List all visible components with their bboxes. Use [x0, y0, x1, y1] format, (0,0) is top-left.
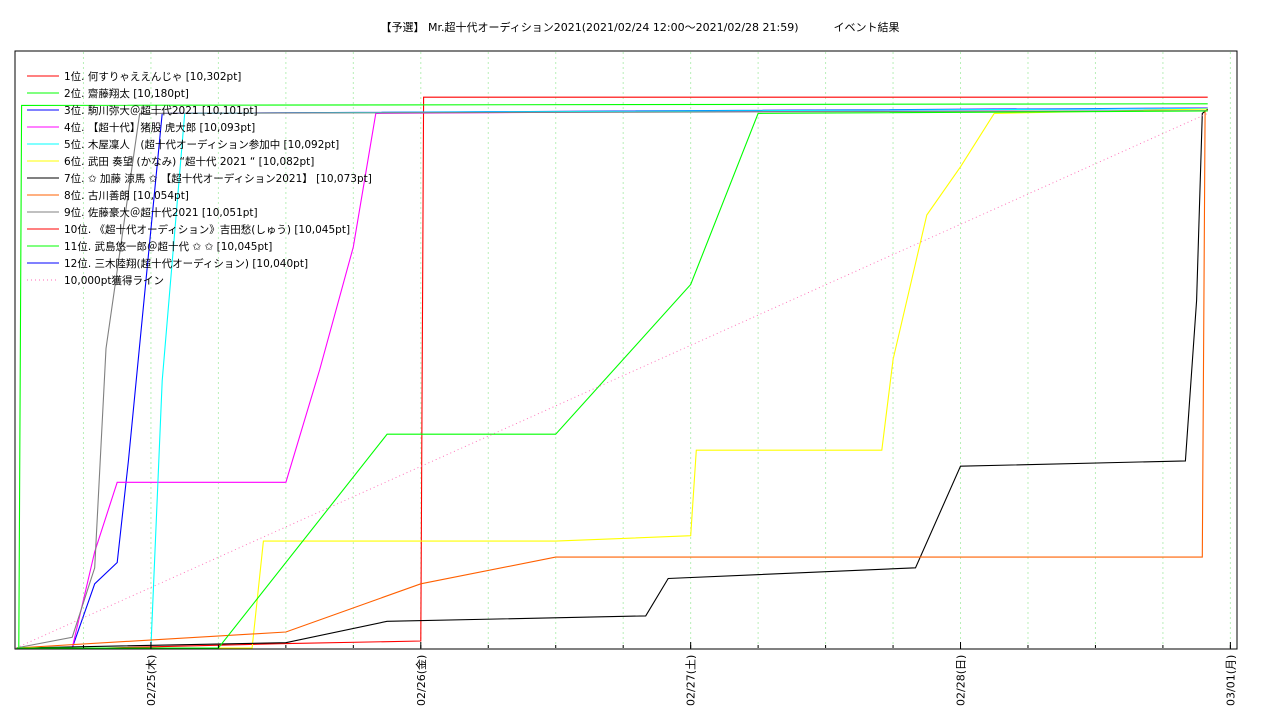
x-tick-label: 02/27(土): [685, 655, 698, 706]
series-layer: [15, 96, 1209, 649]
plot-frame: [14, 50, 1238, 650]
legend-entry: 1位. 何すりゃええんじゃ [10,302pt]: [64, 70, 241, 83]
legend-entry: 9位. 佐藤豪大＠超十代2021 [10,051pt]: [64, 206, 258, 219]
legend-entry: 8位. 古川善朗 [10,054pt]: [64, 189, 189, 202]
legend-entry: 5位. 木屋凜人 (超十代オーディション参加中 [10,092pt]: [64, 138, 339, 151]
series-line: [16, 107, 1208, 649]
legend-entry: 7位. ✩ 加藤 涼馬 ✩ 【超十代オーディション2021】 [10,073pt…: [64, 172, 372, 185]
legend-entry: 11位. 武島悠一郎＠超十代 ✩ ✩ [10,045pt]: [64, 240, 272, 253]
chart-title: 【予選】 Mr.超十代オーディション2021(2021/02/24 12:00〜…: [380, 21, 900, 34]
x-tick-label: 03/01(月): [1224, 655, 1237, 706]
legend-entry: 10,000pt獲得ライン: [64, 274, 164, 287]
x-axis: 02/25(木) 02/26(金) 02/27(土) 02/28(日) 03/01(月): [82, 642, 1237, 706]
series-line: [16, 107, 1208, 649]
legend: 1位. 何すりゃええんじゃ [10,302pt] 2位. 齋藤翔太 [10,180…: [27, 70, 372, 287]
x-tick-label: 02/28(日): [955, 655, 968, 706]
legend-entry: 2位. 齋藤翔太 [10,180pt]: [64, 87, 189, 100]
series-line: [15, 110, 1208, 649]
legend-entry: 6位. 武田 奏望 (かなみ) “超十代 2021 “ [10,082pt]: [64, 155, 314, 168]
series-line: [15, 109, 1209, 649]
series-line: [16, 108, 1208, 649]
series-line: [16, 103, 1208, 649]
series-line: [16, 107, 1208, 649]
legend-entry: 10位. 《超十代オーディション》吉田愁(しゅう) [10,045pt]: [64, 223, 350, 236]
x-tick-label: 02/25(木): [145, 655, 158, 706]
legend-entry: 4位. 【超十代】猪股 虎大郎 [10,093pt]: [64, 121, 255, 134]
legend-entry: 12位. 三木陸翔(超十代オーディション) [10,040pt]: [64, 257, 308, 270]
goal-line: [15, 112, 1208, 649]
x-tick-label: 02/26(金): [414, 655, 428, 706]
legend-entry: 3位. 駒川弥大＠超十代2021 [10,101pt]: [64, 104, 258, 117]
